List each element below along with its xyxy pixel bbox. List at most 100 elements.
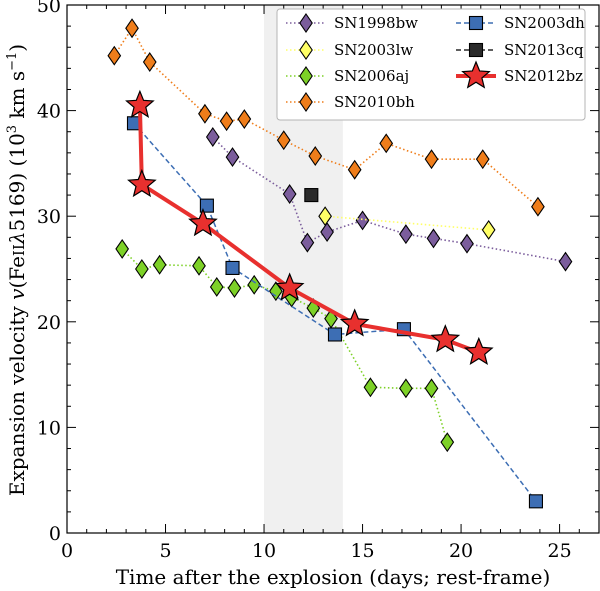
legend-marker-sn2012bz — [461, 60, 491, 89]
ylabel-unit-close: ) — [5, 44, 29, 52]
ylabel-unit-exp2: −1 — [5, 52, 20, 71]
data-point-sn1998bw — [320, 222, 334, 243]
data-point-sn2010bh — [125, 18, 139, 39]
x-tick-label-5: 5 — [159, 540, 171, 562]
y-tick-label-10: 10 — [37, 417, 61, 439]
legend-entry-sn2012bz: SN2012bz — [456, 60, 583, 89]
data-point-sn2010bh — [531, 196, 545, 217]
data-point-sn2006aj — [424, 378, 439, 399]
legend-entry-sn1998bw: SN1998bw — [286, 13, 418, 33]
data-point-sn2010bh — [219, 111, 234, 132]
x-tick-label-10: 10 — [252, 540, 276, 562]
data-point-sn2010bh — [237, 109, 252, 130]
x-tick-label-25: 25 — [547, 540, 571, 562]
data-point-sn2006aj — [247, 274, 262, 295]
ylabel-wavelength: 5169 — [5, 181, 29, 232]
x-tick-label-20: 20 — [449, 540, 473, 562]
data-point-sn2012bz — [127, 168, 157, 198]
series-line-sn2003lw — [325, 215, 489, 231]
legend-label-sn2010bh: SN2010bh — [334, 93, 415, 111]
data-point-sn1998bw — [300, 232, 315, 253]
ylabel-v: v — [5, 288, 29, 300]
ylabel-lambda: λ — [5, 232, 29, 246]
legend-marker-sn1998bw — [299, 13, 313, 33]
data-point-sn2003dh — [225, 260, 240, 275]
data-point-sn1998bw — [355, 210, 370, 231]
y-tick-label-50: 50 — [37, 0, 61, 17]
legend-entry-sn2003dh: SN2003dh — [456, 14, 585, 32]
tick-layer: 0 5 10 15 20 25 0 10 20 30 40 50 — [37, 0, 600, 562]
data-point-sn2010bh — [347, 159, 362, 180]
legend-entry-sn2010bh: SN2010bh — [286, 92, 415, 112]
data-point-sn2006aj — [227, 278, 242, 298]
legend-entry-sn2013cq: SN2013cq — [456, 41, 584, 59]
legend-box — [276, 8, 586, 121]
ylabel-unit-mid: km s — [5, 71, 29, 125]
legend-label-sn2006aj: SN2006aj — [334, 67, 409, 85]
data-point-sn1998bw — [399, 224, 413, 245]
legend-label-sn2013cq: SN2013cq — [504, 41, 584, 59]
data-point-sn1998bw — [426, 228, 441, 249]
legend-label-sn2012bz: SN2012bz — [504, 67, 583, 85]
y-tick-label-30: 30 — [37, 206, 61, 228]
data-point-sn2003dh — [528, 494, 543, 509]
series-sn2010bh — [107, 18, 545, 217]
plot-frame — [66, 4, 600, 534]
legend-label-sn2003dh: SN2003dh — [504, 14, 585, 32]
data-point-sn2006aj — [135, 259, 149, 279]
series-line-sn2003dh — [133, 122, 537, 502]
legend-marker-sn2003dh — [468, 15, 484, 31]
data-point-sn2012bz — [274, 272, 305, 301]
data-point-sn2003dh — [327, 327, 343, 342]
legend: SN1998bw SN2003lw SN2006aj SN2010bh SN2003dh… — [276, 8, 586, 121]
series-layer — [107, 18, 573, 509]
data-point-sn2010bh — [424, 149, 439, 170]
legend-entry-sn2003lw: SN2003lw — [286, 40, 413, 60]
data-point-sn2012bz — [339, 308, 370, 337]
data-point-sn2006aj — [152, 254, 167, 275]
ylabel-unit-open: (10 — [5, 133, 29, 173]
x-tick-label-0: 0 — [61, 540, 73, 562]
y-tick-label-20: 20 — [37, 312, 61, 334]
ylabel-ion: Fe — [5, 256, 29, 281]
data-point-sn2006aj — [399, 378, 413, 399]
data-point-sn1998bw — [225, 147, 240, 168]
data-point-sn2003lw — [318, 206, 332, 227]
data-point-sn2010bh — [198, 103, 212, 124]
series-sn1998bw — [205, 127, 573, 272]
legend-marker-sn2010bh — [299, 92, 313, 112]
data-point-sn2006aj — [115, 238, 130, 259]
data-point-sn2003dh — [199, 198, 214, 213]
y-tick-label-0: 0 — [49, 523, 61, 545]
data-point-sn2010bh — [107, 45, 122, 66]
data-point-sn2010bh — [475, 149, 490, 170]
data-point-sn2012bz — [188, 207, 218, 237]
series-sn2003lw — [318, 206, 496, 240]
data-point-sn2012bz — [430, 324, 461, 353]
legend-marker-sn2013cq — [468, 42, 484, 58]
data-point-sn2010bh — [142, 52, 157, 72]
data-point-sn2010bh — [276, 130, 291, 151]
y-axis-label: Expansion velocity v(FeIIλ5169) (103 km … — [5, 44, 29, 496]
data-point-sn2010bh — [308, 146, 323, 166]
legend-entries: SN1998bw SN2003lw SN2006aj SN2010bh SN2003dh… — [286, 13, 585, 112]
legend-marker-sn2006aj — [299, 66, 313, 86]
legend-entry-sn2006aj: SN2006aj — [286, 66, 409, 86]
data-point-sn2006aj — [209, 276, 224, 297]
ylabel-unit-exp: 3 — [5, 125, 20, 133]
x-tick-label-15: 15 — [350, 540, 374, 562]
data-point-sn2012bz — [125, 89, 155, 118]
x-axis-label: Time after the explosion (days; rest-fra… — [116, 565, 551, 589]
legend-label-sn1998bw: SN1998bw — [334, 14, 418, 32]
data-point-sn1998bw — [460, 233, 474, 254]
data-point-sn2013cq — [304, 188, 319, 203]
legend-marker-sn2003lw — [299, 40, 313, 60]
series-sn2013cq — [304, 188, 319, 203]
series-sn2006aj — [115, 238, 455, 453]
data-point-sn1998bw — [558, 251, 573, 272]
series-line-sn1998bw — [212, 136, 566, 263]
ylabel-paren-close: ) — [5, 173, 29, 181]
ylabel-prefix: Expansion velocity — [5, 300, 29, 496]
ylabel-paren-open: ( — [5, 281, 29, 289]
